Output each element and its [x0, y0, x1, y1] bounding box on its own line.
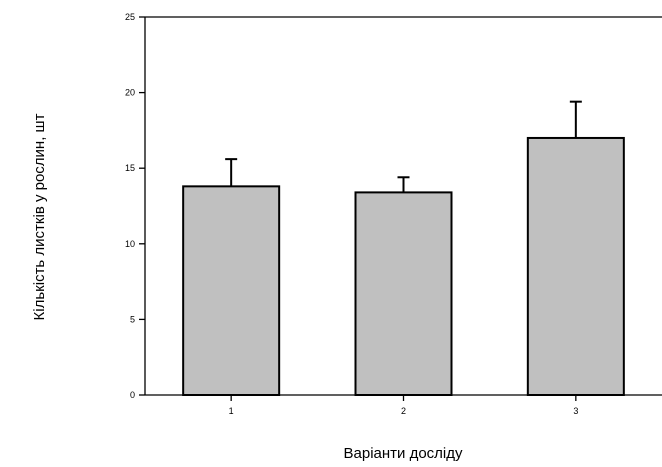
x-axis-title: Варіанти досліду [344, 445, 463, 462]
y-tick-label-10: 10 [125, 239, 135, 249]
y-tick-label-5: 5 [130, 314, 135, 324]
y-tick-label-25: 25 [125, 12, 135, 22]
x-tick-label-3: 3 [573, 406, 578, 416]
y-tick-label-0: 0 [130, 390, 135, 400]
y-tick-label-15: 15 [125, 163, 135, 173]
x-tick-label-2: 2 [401, 406, 406, 416]
plot-area: 0 5 10 15 20 25 1 2 3 [125, 12, 662, 416]
x-tick-label-1: 1 [229, 406, 234, 416]
bar-2 [354, 191, 453, 396]
bar-3 [526, 136, 625, 397]
y-tick-label-20: 20 [125, 88, 135, 98]
bar-1 [182, 185, 281, 396]
y-axis-title: Кількість листків у рослин, шт [31, 113, 48, 320]
